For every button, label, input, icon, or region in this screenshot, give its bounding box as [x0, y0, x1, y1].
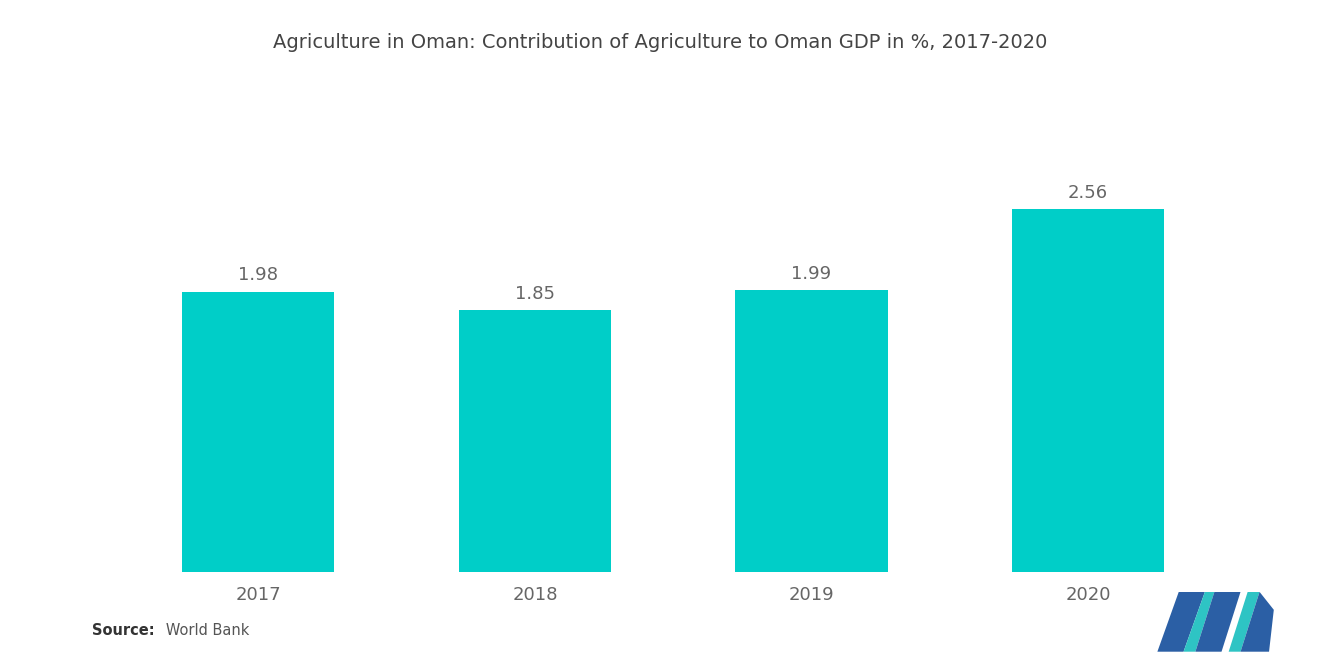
Polygon shape: [1241, 592, 1274, 652]
Polygon shape: [1158, 592, 1205, 652]
Bar: [735, 290, 887, 572]
Polygon shape: [1184, 592, 1214, 652]
Text: Agriculture in Oman: Contribution of Agriculture to Oman GDP in %, 2017-2020: Agriculture in Oman: Contribution of Agr…: [273, 33, 1047, 53]
Polygon shape: [1229, 592, 1259, 652]
Bar: [459, 310, 611, 572]
Text: 1.98: 1.98: [239, 267, 279, 285]
Polygon shape: [1196, 592, 1241, 652]
Text: Source:: Source:: [92, 623, 154, 638]
Bar: [1012, 209, 1164, 572]
Text: 2.56: 2.56: [1068, 184, 1107, 202]
Text: World Bank: World Bank: [152, 623, 249, 638]
Text: 1.99: 1.99: [792, 265, 832, 283]
Text: 1.85: 1.85: [515, 285, 554, 303]
Bar: [182, 291, 334, 572]
